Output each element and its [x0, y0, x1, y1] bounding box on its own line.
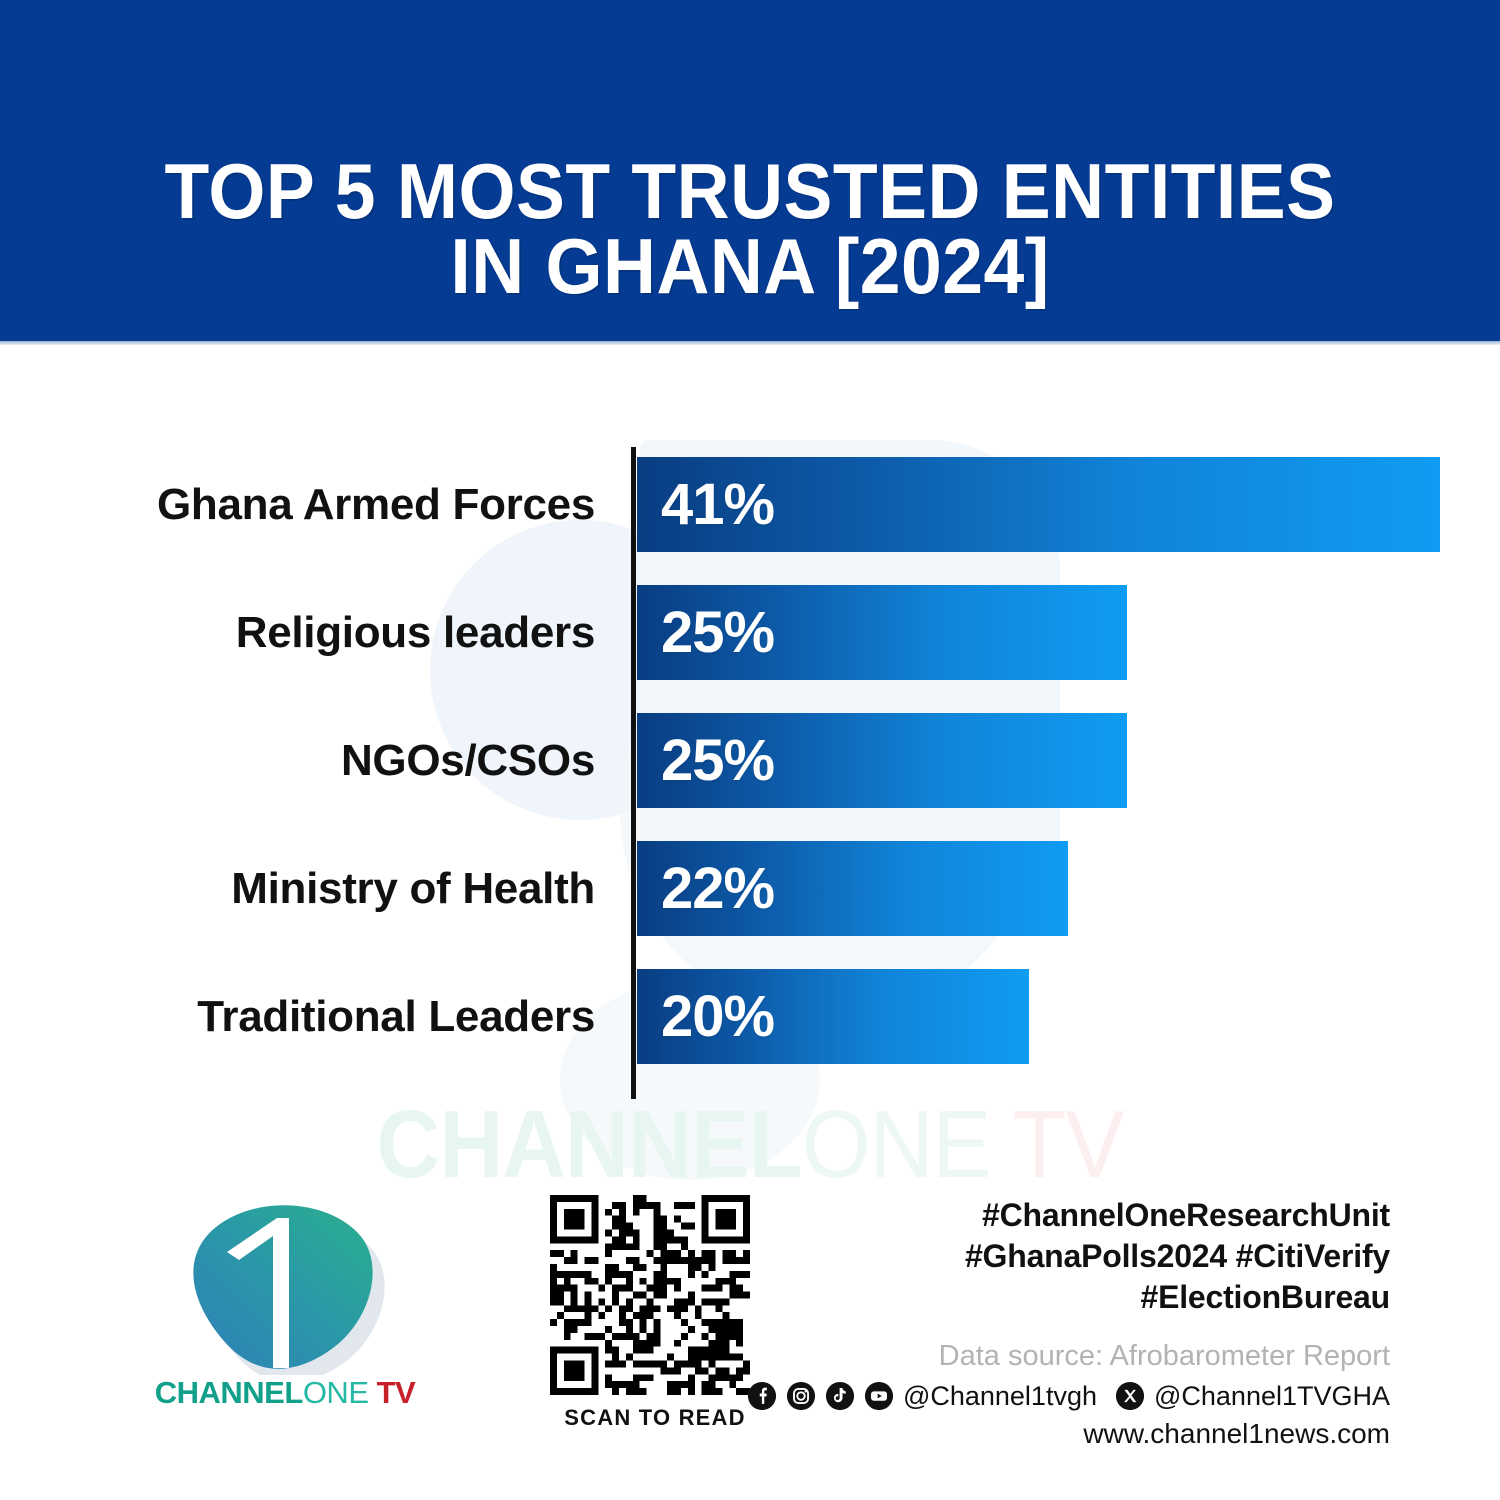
footer-meta: #ChannelOneResearchUnit #GhanaPolls2024 … — [747, 1195, 1390, 1450]
hashtag-line: #ElectionBureau — [1140, 1278, 1390, 1315]
title-line-1: TOP 5 MOST TRUSTED ENTITIES — [164, 146, 1336, 235]
bar-value-label: 22% — [661, 856, 775, 921]
footer: CHANNELONE TV SCAN TO READ #ChannelOneRe… — [0, 1185, 1500, 1449]
bar: 20% — [637, 969, 1029, 1064]
qr-caption: SCAN TO READ — [564, 1405, 746, 1430]
header-band — [0, 0, 1500, 345]
bar-value-label: 20% — [661, 984, 775, 1049]
category-label: Ghana Armed Forces — [157, 480, 595, 529]
logo-wordmark: CHANNELONE TV — [140, 1375, 430, 1411]
instagram-icon[interactable] — [786, 1381, 816, 1411]
bar: 25% — [637, 713, 1127, 808]
social-handle-x: @Channel1TVGHA — [1153, 1380, 1390, 1411]
logo-mark-icon — [165, 1190, 390, 1383]
social-handles-row: @Channel1tvgh @Channel1TVGHA — [747, 1380, 1390, 1412]
category-label: Religious leaders — [235, 608, 596, 657]
hashtag-line: #ChannelOneResearchUnit — [982, 1197, 1390, 1233]
logo-word-channel: CHANNEL — [154, 1375, 304, 1410]
bar-value-label: 25% — [661, 728, 775, 793]
bar: 25% — [637, 585, 1127, 680]
hashtag-line: #GhanaPolls2024 #CitiVerify — [964, 1237, 1390, 1274]
category-label: Traditional Leaders — [197, 992, 595, 1041]
qr-code-image[interactable] — [545, 1195, 755, 1395]
bar: 22% — [637, 841, 1068, 936]
hashtag-list: #ChannelOneResearchUnit #GhanaPolls2024 … — [750, 1195, 1390, 1318]
logo-word-one: ONE — [302, 1375, 369, 1410]
title-line-2: IN GHANA [2024] — [450, 222, 1050, 311]
social-handle-main: @Channel1tvgh — [902, 1380, 1097, 1411]
qr-code-block[interactable]: SCAN TO READ — [545, 1195, 765, 1431]
data-source-note: Data source: Afrobarometer Report — [938, 1339, 1390, 1372]
category-label: NGOs/CSOs — [340, 736, 595, 785]
tiktok-icon[interactable] — [825, 1381, 855, 1411]
facebook-icon[interactable] — [747, 1381, 777, 1411]
youtube-icon[interactable] — [864, 1381, 894, 1411]
page-title: TOP 5 MOST TRUSTED ENTITIES IN GHANA [20… — [45, 78, 1455, 381]
chart-axis-line — [631, 447, 636, 1099]
bar: 41% — [637, 457, 1440, 552]
channel-one-logo[interactable]: CHANNELONE TV — [140, 1190, 450, 1425]
x-icon[interactable] — [1115, 1381, 1145, 1411]
website-url: www.channel1news.com — [1083, 1417, 1390, 1449]
category-label: Ministry of Health — [231, 864, 595, 913]
bar-value-label: 41% — [661, 472, 775, 537]
logo-word-tv: TV — [368, 1375, 416, 1410]
bar-value-label: 25% — [661, 600, 775, 665]
